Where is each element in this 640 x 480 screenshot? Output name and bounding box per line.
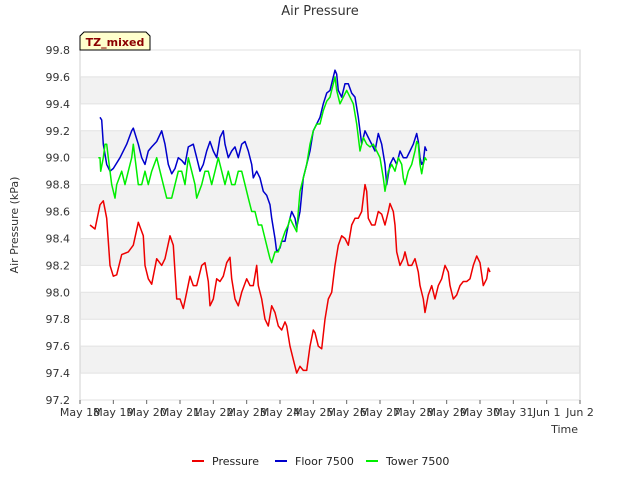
legend-label-pressure: Pressure — [212, 455, 259, 468]
y-tick-label: 97.6 — [46, 340, 71, 353]
y-tick-label: 98.4 — [46, 232, 71, 245]
x-tick-label: May 20 — [127, 406, 167, 419]
plot-band — [80, 346, 580, 374]
plot-band — [80, 50, 580, 77]
legend: Pressure Floor 7500 Tower 7500 — [192, 455, 449, 468]
y-tick-label: 98.8 — [46, 179, 71, 192]
chart-title: Air Pressure — [281, 4, 359, 19]
x-tick-label: May 30 — [460, 406, 500, 419]
x-axis-label: Time — [550, 423, 578, 436]
y-tick-label: 97.4 — [46, 367, 71, 380]
x-tick-label: May 28 — [393, 406, 433, 419]
plot-band — [80, 373, 580, 400]
tz-annotation-box: TZ_mixed — [79, 31, 151, 51]
y-axis-label: Air Pressure (kPa) — [8, 177, 21, 274]
x-tick-label: May 27 — [360, 406, 400, 419]
series-lines — [89, 69, 491, 374]
x-tick-label: Jun 2 — [565, 406, 594, 419]
x-tick-label: May 19 — [93, 406, 133, 419]
x-tick-label: May 21 — [160, 406, 200, 419]
plot-band — [80, 184, 580, 212]
plot-band — [80, 238, 580, 266]
x-tick-label: May 23 — [227, 406, 267, 419]
legend-label-tower-7500: Tower 7500 — [385, 455, 449, 468]
plot-band — [80, 319, 580, 347]
tz-annotation-text: TZ_mixed — [86, 36, 145, 49]
series-line-pressure — [89, 183, 491, 374]
x-tick-label: May 25 — [293, 406, 333, 419]
y-tick-label: 97.8 — [46, 313, 71, 326]
x-tick-label: May 31 — [493, 406, 533, 419]
y-tick-label: 99.4 — [46, 98, 71, 111]
plot-band — [80, 211, 580, 239]
x-tick-label: May 29 — [427, 406, 467, 419]
plot-bands — [80, 50, 580, 400]
x-tick-label: May 22 — [193, 406, 233, 419]
plot-band — [80, 103, 580, 131]
y-tick-label: 98.6 — [46, 206, 71, 219]
y-tick-label: 97.2 — [46, 394, 71, 407]
y-tick-label: 98.2 — [46, 259, 71, 272]
y-tick-label: 98.0 — [46, 286, 71, 299]
x-tick-label: May 26 — [327, 406, 367, 419]
x-tick-label: Jun 1 — [532, 406, 561, 419]
series-line-floor-7500 — [99, 69, 428, 253]
legend-label-floor-7500: Floor 7500 — [295, 455, 354, 468]
y-tick-label: 99.8 — [46, 44, 71, 57]
series-line-tower-7500 — [98, 76, 428, 264]
x-tick-label: May 18 — [60, 406, 100, 419]
y-tick-label: 99.6 — [46, 71, 71, 84]
tz-annotation-shape — [79, 31, 151, 51]
y-tick-label: 99.2 — [46, 125, 71, 138]
x-tick-label: May 24 — [260, 406, 300, 419]
plot-band — [80, 157, 580, 185]
plot-band — [80, 265, 580, 293]
y-tick-label: 99.0 — [46, 152, 71, 165]
